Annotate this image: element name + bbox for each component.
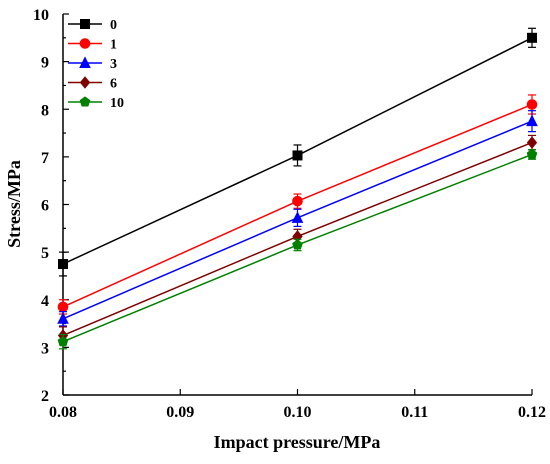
series-3 — [57, 110, 538, 327]
legend-item-0: 0 — [68, 18, 117, 33]
legend-item-10: 10 — [68, 96, 124, 111]
data-point — [526, 114, 538, 127]
x-tick-label: 0.12 — [518, 404, 546, 421]
x-tick-label: 0.10 — [284, 404, 312, 421]
legend-marker — [79, 96, 91, 107]
data-point — [526, 99, 538, 110]
legend-marker — [80, 19, 90, 29]
data-point — [527, 32, 537, 43]
y-tick-label: 7 — [41, 150, 49, 167]
legend-label: 1 — [110, 38, 117, 53]
legend-label: 0 — [110, 18, 117, 33]
data-point — [526, 136, 538, 149]
data-point — [291, 211, 304, 223]
x-tick-label: 0.09 — [166, 404, 194, 421]
y-tick-label: 10 — [33, 7, 49, 24]
x-tick-label: 0.08 — [49, 404, 77, 421]
series-10 — [57, 148, 538, 350]
data-point — [526, 148, 538, 160]
legend-item-3: 3 — [68, 56, 117, 72]
y-tick-label: 2 — [41, 388, 49, 405]
legend-marker — [79, 56, 91, 68]
y-tick-label: 5 — [41, 245, 49, 262]
legend-label: 10 — [110, 96, 124, 111]
data-point — [57, 336, 69, 347]
data-point — [57, 312, 69, 324]
legend: 0 1 3 6 10 — [68, 18, 124, 111]
y-tick-label: 9 — [41, 55, 49, 72]
y-tick-label: 8 — [41, 102, 49, 119]
data-point — [292, 195, 303, 207]
data-point — [57, 301, 69, 313]
legend-item-1: 1 — [68, 38, 117, 53]
x-tick-label: 0.11 — [401, 404, 428, 421]
x-ticks: 0.08 0.09 0.10 0.11 0.12 — [49, 389, 546, 421]
y-axis-title: Stress/MPa — [4, 160, 24, 248]
series-layer — [57, 27, 538, 350]
y-tick-label: 4 — [41, 293, 49, 310]
data-point — [292, 239, 303, 250]
legend-label: 3 — [110, 57, 117, 72]
y-tick-label: 3 — [41, 340, 49, 357]
legend-marker — [79, 76, 91, 89]
series-0 — [58, 27, 537, 277]
series-1 — [57, 94, 538, 315]
legend-item-6: 6 — [68, 76, 117, 92]
data-point — [58, 259, 68, 270]
y-tick-label: 6 — [41, 198, 49, 215]
legend-label: 6 — [110, 77, 117, 92]
legend-marker — [79, 38, 91, 49]
x-axis-title: Impact pressure/MPa — [214, 432, 381, 452]
data-point — [292, 150, 303, 161]
